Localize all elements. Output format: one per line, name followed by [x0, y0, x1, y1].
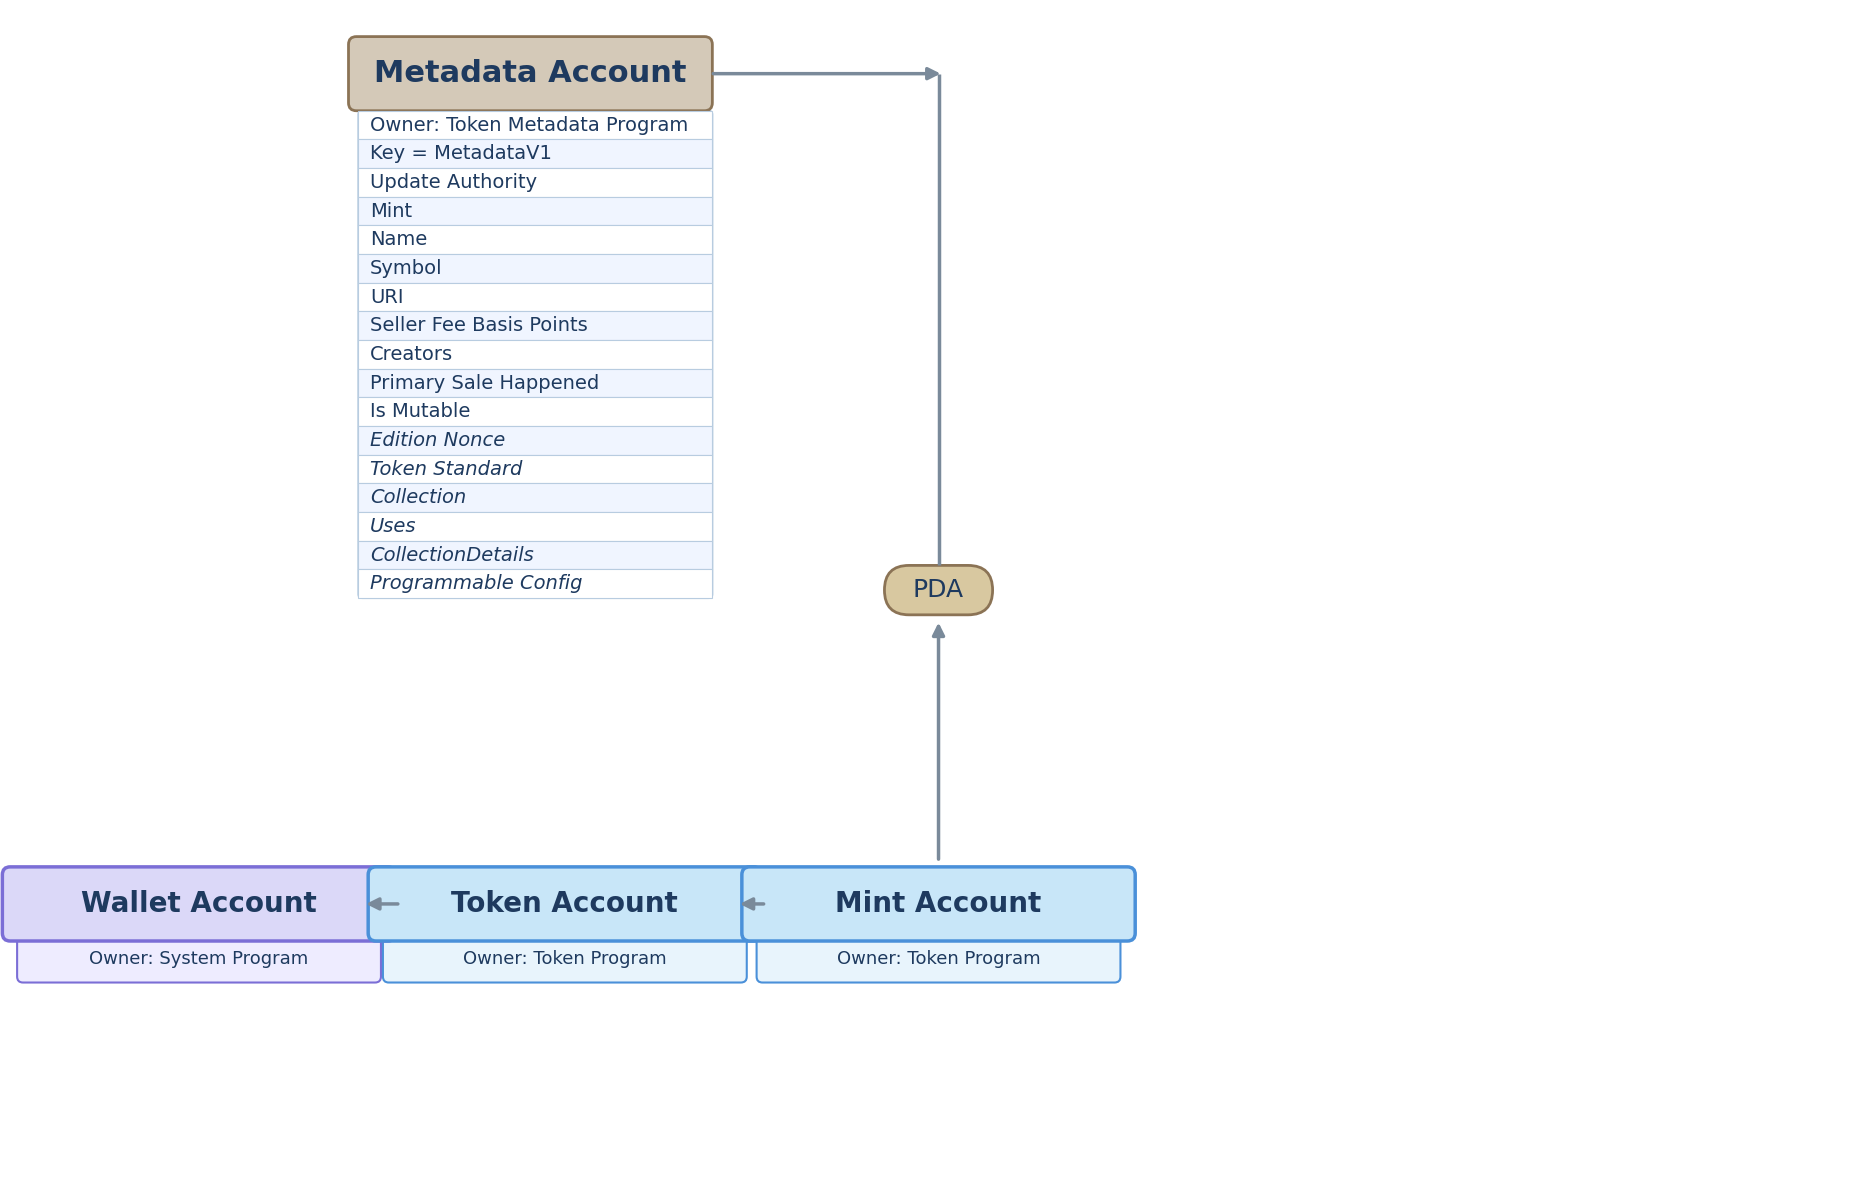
Text: Owner: System Program: Owner: System Program: [89, 950, 309, 968]
Text: Name: Name: [370, 230, 428, 250]
Bar: [359, 311, 712, 340]
Bar: [359, 455, 712, 484]
FancyBboxPatch shape: [348, 36, 712, 110]
FancyBboxPatch shape: [368, 866, 761, 941]
Text: Update Authority: Update Authority: [370, 173, 538, 192]
Text: Seller Fee Basis Points: Seller Fee Basis Points: [370, 317, 588, 335]
Bar: [359, 569, 712, 598]
Bar: [359, 197, 712, 226]
FancyBboxPatch shape: [742, 866, 1135, 941]
Text: Primary Sale Happened: Primary Sale Happened: [370, 373, 599, 392]
Text: Token Account: Token Account: [452, 890, 679, 918]
Text: Owner: Token Program: Owner: Token Program: [463, 950, 666, 968]
FancyBboxPatch shape: [17, 936, 381, 983]
Bar: [359, 110, 712, 139]
Text: Owner: Token Metadata Program: Owner: Token Metadata Program: [370, 115, 688, 134]
Text: URI: URI: [370, 288, 404, 306]
Bar: [359, 168, 712, 197]
Text: PDA: PDA: [913, 578, 963, 602]
Text: Edition Nonce: Edition Nonce: [370, 431, 506, 450]
Bar: [359, 254, 712, 283]
FancyBboxPatch shape: [885, 565, 993, 614]
Bar: [359, 226, 712, 254]
Text: CollectionDetails: CollectionDetails: [370, 546, 534, 564]
FancyBboxPatch shape: [359, 110, 712, 598]
Text: Metadata Account: Metadata Account: [374, 59, 686, 88]
Bar: [359, 484, 712, 512]
FancyBboxPatch shape: [2, 866, 396, 941]
Text: Creators: Creators: [370, 344, 454, 364]
Text: Programmable Config: Programmable Config: [370, 574, 582, 593]
Text: Collection: Collection: [370, 488, 467, 508]
FancyBboxPatch shape: [383, 936, 746, 983]
Text: Token Standard: Token Standard: [370, 460, 523, 479]
Text: Mint: Mint: [370, 202, 413, 221]
Text: Wallet Account: Wallet Account: [82, 890, 316, 918]
Bar: [359, 426, 712, 455]
Bar: [359, 512, 712, 541]
Text: Key = MetadataV1: Key = MetadataV1: [370, 144, 552, 163]
FancyBboxPatch shape: [757, 936, 1120, 983]
Text: Symbol: Symbol: [370, 259, 443, 278]
Text: Is Mutable: Is Mutable: [370, 402, 471, 421]
Bar: [359, 397, 712, 426]
Bar: [359, 340, 712, 368]
Text: Uses: Uses: [370, 517, 417, 536]
Bar: [359, 283, 712, 311]
Text: Mint Account: Mint Account: [835, 890, 1042, 918]
Text: Owner: Token Program: Owner: Token Program: [837, 950, 1040, 968]
Bar: [359, 541, 712, 569]
Bar: [359, 139, 712, 168]
Bar: [359, 368, 712, 397]
